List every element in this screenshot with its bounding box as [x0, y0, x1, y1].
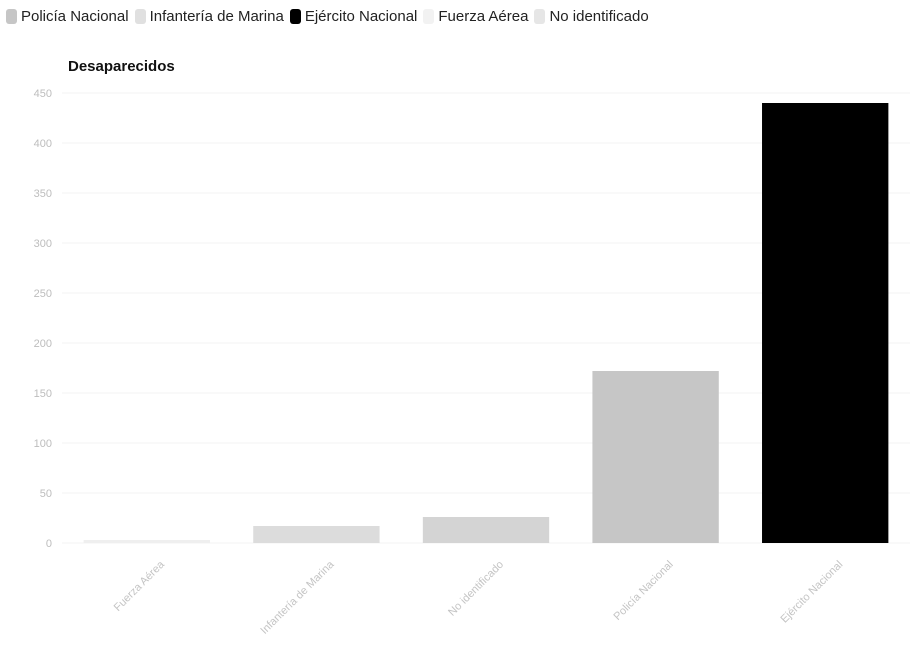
legend-label: Ejército Nacional: [304, 8, 418, 25]
y-tick-label: 0: [46, 538, 52, 550]
x-tick-label: Policía Nacional: [611, 559, 675, 623]
y-tick-label: 300: [34, 238, 52, 250]
y-tick-label: 350: [34, 188, 52, 200]
legend-label: Fuerza Aérea: [438, 8, 529, 25]
legend: Policía Nacional Infantería de Marina Ej…: [6, 8, 655, 25]
y-tick-label: 400: [34, 138, 52, 150]
x-tick-label: Fuerza Aérea: [112, 558, 168, 614]
x-tick-label: Ejército Nacional: [778, 559, 845, 626]
y-tick-label: 250: [34, 288, 52, 300]
legend-item-ejercito-nacional[interactable]: Ejército Nacional: [289, 8, 418, 25]
legend-swatch: [134, 9, 146, 24]
legend-swatch: [289, 9, 301, 24]
legend-swatch: [534, 9, 546, 24]
bar: [83, 540, 210, 543]
x-tick-label: Infantería de Marina: [258, 558, 337, 637]
bar: [422, 517, 550, 543]
legend-item-infanteria-de-marina[interactable]: Infantería de Marina: [134, 8, 284, 25]
y-tick-label: 100: [34, 438, 52, 450]
y-tick-label: 200: [34, 338, 52, 350]
legend-label: Infantería de Marina: [149, 8, 284, 25]
legend-item-policia-nacional[interactable]: Policía Nacional: [6, 8, 129, 25]
x-tick-label: No identificado: [446, 559, 506, 619]
chart-title: Desaparecidos: [68, 58, 175, 75]
legend-item-no-identificado[interactable]: No identificado: [534, 8, 649, 25]
legend-label: Policía Nacional: [21, 8, 129, 25]
legend-swatch: [423, 9, 435, 24]
bar: [592, 371, 719, 543]
legend-swatch: [6, 9, 17, 24]
bar: [762, 103, 889, 543]
y-tick-label: 50: [40, 488, 52, 500]
legend-item-fuerza-aerea[interactable]: Fuerza Aérea: [423, 8, 528, 25]
y-tick-label: 450: [34, 88, 52, 100]
legend-label: No identificado: [549, 8, 649, 25]
y-tick-label: 150: [34, 388, 52, 400]
bar: [253, 526, 380, 543]
